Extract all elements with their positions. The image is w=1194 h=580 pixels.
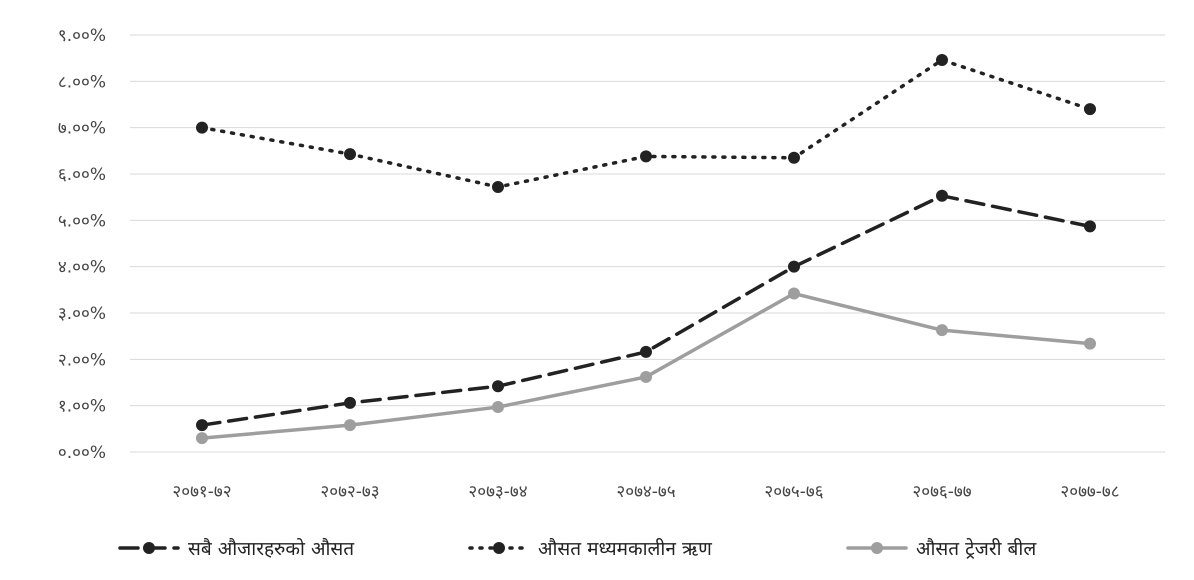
- data-point: [492, 380, 504, 393]
- legend-marker: [493, 542, 505, 554]
- data-point: [640, 150, 652, 163]
- x-tick-label: २०७३-७४: [468, 482, 527, 502]
- y-tick-label: ९.००%: [58, 26, 106, 46]
- data-point: [196, 121, 208, 134]
- legend-marker: [143, 542, 155, 554]
- data-point: [1084, 337, 1096, 350]
- data-point: [936, 324, 948, 337]
- y-tick-label: १.००%: [58, 397, 106, 417]
- data-point: [492, 180, 504, 193]
- x-tick-label: २०७४-७५: [616, 482, 675, 502]
- y-tick-label: ८.००%: [58, 72, 106, 92]
- series-line: [200, 291, 1092, 440]
- y-tick-label: ४.००%: [58, 258, 106, 278]
- legend-label: सबै औजारहरुको औसत: [188, 537, 355, 560]
- legend-label: औसत मध्यमकालीन ऋण: [538, 537, 712, 560]
- data-point: [788, 287, 800, 300]
- data-point: [1084, 103, 1096, 116]
- x-tick-label: २०७१-७२: [172, 482, 231, 502]
- data-point: [640, 345, 652, 358]
- data-point: [196, 432, 208, 445]
- data-point: [936, 54, 948, 67]
- x-tick-label: २०७२-७३: [320, 482, 379, 502]
- y-tick-label: ३.००%: [58, 304, 106, 324]
- x-tick-label: २०७६-७७: [912, 482, 971, 502]
- data-point: [640, 370, 652, 383]
- data-point: [1084, 220, 1096, 233]
- series-line: [200, 58, 1092, 189]
- legend-marker: [871, 542, 883, 554]
- x-tick-label: २०७७-७८: [1060, 482, 1119, 502]
- data-point: [344, 396, 356, 409]
- y-tick-label: ५.००%: [58, 211, 106, 231]
- y-tick-label: ६.००%: [58, 165, 106, 185]
- data-point: [788, 260, 800, 273]
- data-point: [936, 189, 948, 202]
- data-point: [344, 419, 356, 432]
- series-line: [200, 194, 1092, 427]
- y-tick-label: ०.००%: [58, 443, 106, 463]
- data-point: [492, 401, 504, 414]
- y-tick-label: २.००%: [58, 350, 106, 370]
- data-point: [344, 148, 356, 161]
- legend-label: औसत ट्रेजरी बील: [916, 537, 1037, 560]
- y-tick-label: ७.००%: [58, 119, 106, 139]
- x-tick-label: २०७५-७६: [764, 482, 823, 502]
- data-point: [196, 419, 208, 432]
- data-point: [788, 151, 800, 164]
